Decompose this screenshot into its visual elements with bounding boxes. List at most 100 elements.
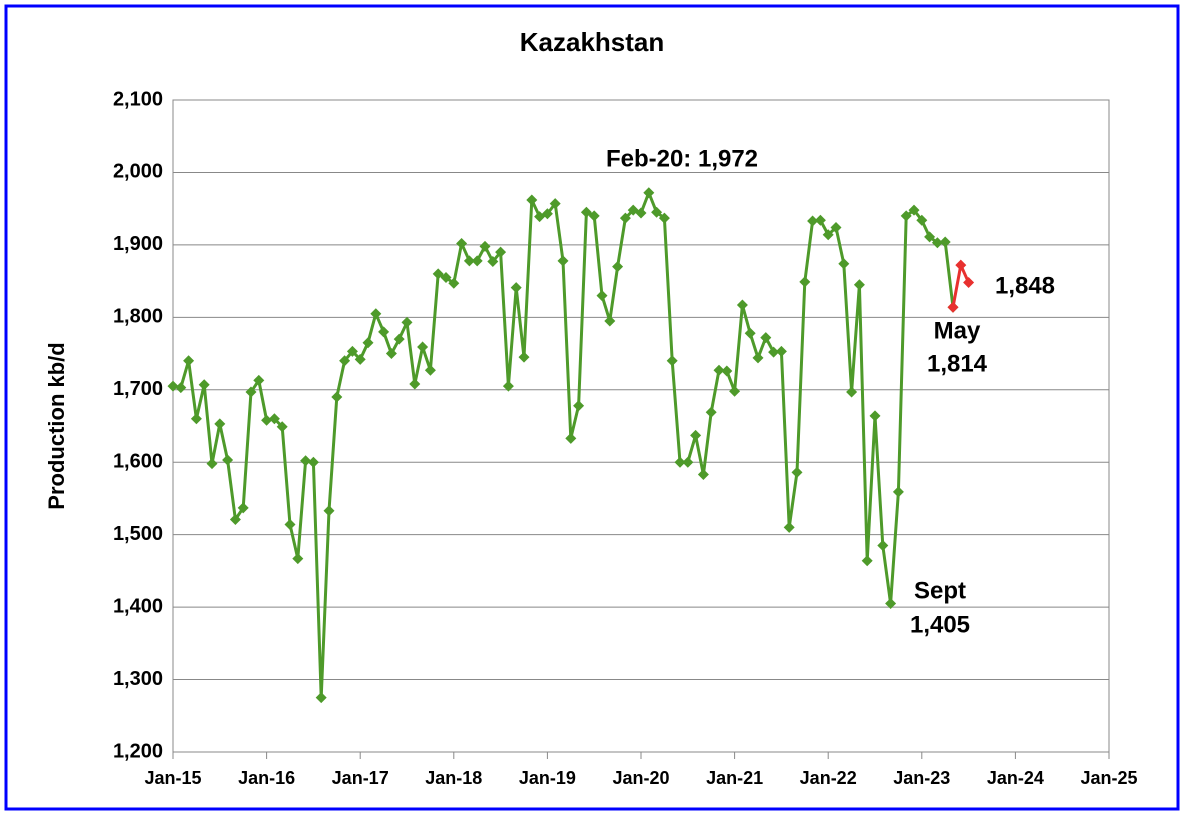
x-tick-label: Jan-16 [238,768,295,788]
point-marker [721,365,733,377]
frame [4,4,1180,811]
annotation: 1,405 [910,611,970,638]
y-tick-label: 1,700 [113,378,163,400]
point-marker [253,374,265,386]
point-marker [666,355,678,367]
point-marker [183,355,195,367]
point-marker [378,326,390,338]
point-marker [261,414,273,426]
point-marker [744,327,756,339]
point-marker [604,315,616,327]
point-marker [463,255,475,267]
point-marker [292,553,304,565]
y-tick-label: 1,800 [113,306,163,328]
point-marker [729,385,741,397]
point-marker [300,455,312,467]
x-tick-label: Jan-20 [612,768,669,788]
point-marker [440,271,452,283]
y-tick-label: 1,400 [113,595,163,617]
point-marker [549,198,561,210]
point-marker [487,256,499,268]
annotation: May [934,317,981,344]
point-marker [362,337,374,349]
point-marker [502,380,514,392]
point-marker [471,255,483,267]
point-marker [417,341,429,353]
x-tick-label: Jan-25 [1080,768,1137,788]
point-marker [346,345,358,357]
point-marker [229,513,241,525]
point-marker [822,229,834,241]
y-tick-label: 1,600 [113,451,163,473]
point-marker [385,348,397,360]
point-marker [323,505,335,517]
y-tick-label: 1,200 [113,740,163,762]
point-marker [635,207,647,219]
x-tick-label: Jan-17 [332,768,389,788]
point-marker [409,378,421,390]
point-marker [861,555,873,567]
point-marker [222,454,234,466]
point-marker [370,308,382,320]
point-marker [619,212,631,224]
point-marker [939,236,951,248]
y-tick-label: 2,100 [113,88,163,110]
point-marker [214,418,226,430]
point-marker [541,208,553,220]
point-marker [276,421,288,433]
point-marker [916,214,928,226]
point-marker [495,246,507,258]
point-marker [565,432,577,444]
point-marker [401,316,413,328]
point-marker [658,212,670,224]
annotation: 1,848 [995,272,1055,299]
point-marker [955,259,967,271]
annotation: 1,814 [927,350,988,377]
point-marker [424,364,436,376]
point-marker [331,391,343,403]
point-marker [612,261,624,273]
point-marker [690,429,702,441]
point-marker [237,502,249,514]
point-marker [760,332,772,344]
point-marker [846,386,858,398]
point-marker [479,240,491,252]
y-tick-label: 2,000 [113,161,163,183]
point-marker [206,458,218,470]
x-tick-label: Jan-19 [519,768,576,788]
point-marker [799,276,811,288]
point-marker [736,299,748,311]
point-marker [838,258,850,270]
point-marker [557,255,569,267]
point-marker [830,222,842,234]
point-marker [284,519,296,531]
point-marker [596,290,608,302]
point-marker [448,277,460,289]
point-marker [354,353,366,365]
point-marker [853,279,865,291]
point-marker [175,382,187,394]
point-marker [651,206,663,218]
point-marker [697,469,709,481]
point-marker [768,346,780,358]
point-marker [783,521,795,533]
x-tick-label: Jan-24 [987,768,1044,788]
x-tick-label: Jan-22 [800,768,857,788]
point-marker [924,231,936,243]
chart-title: Kazakhstan [520,27,665,57]
point-marker [315,692,327,704]
point-marker [674,456,686,468]
point-marker [814,214,826,226]
annotation: Sept [914,577,966,604]
x-tick-label: Jan-15 [144,768,201,788]
point-marker [393,333,405,345]
point-marker [580,206,592,218]
point-marker [588,210,600,222]
point-marker [807,215,819,227]
point-marker [869,410,881,422]
y-tick-label: 1,300 [113,668,163,690]
point-marker [892,486,904,498]
point-marker [643,187,655,199]
point-marker [190,413,202,425]
